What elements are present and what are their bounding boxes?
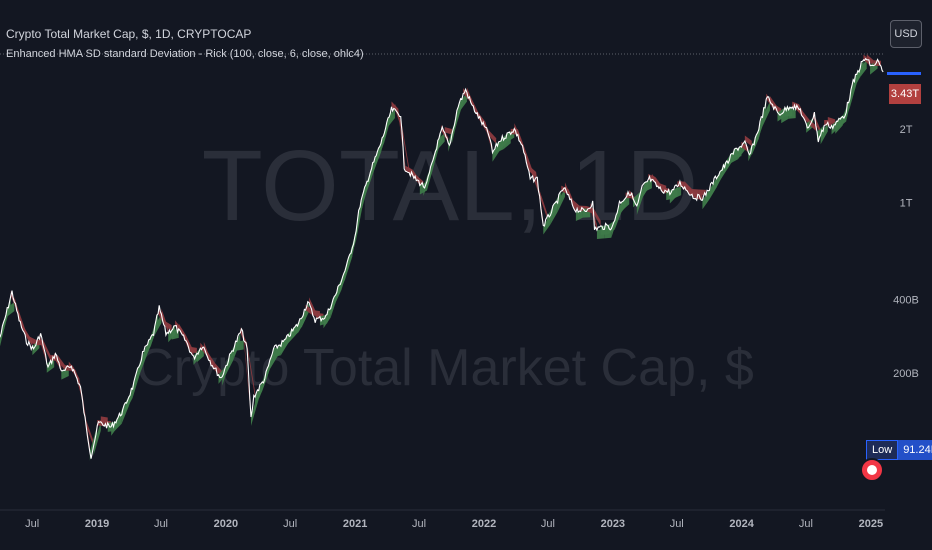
hma-band-segment <box>39 333 47 364</box>
y-tick-label: 2T <box>900 124 913 136</box>
x-axis: Jul 2019 Jul 2020 Jul 2021 Jul 2022 Jul 2023 Jul 20… <box>25 518 883 530</box>
hma-band-segment <box>644 179 652 192</box>
watermark-ticker: TOTAL, 1D <box>202 130 698 242</box>
hma-band-segment <box>387 108 395 127</box>
hma-band-segment <box>247 343 256 398</box>
price-series <box>0 57 884 459</box>
x-tick-label: 2022 <box>472 518 496 530</box>
x-tick-label: Jul <box>25 518 39 530</box>
hma-band-segment <box>762 101 770 127</box>
x-tick-label: 2019 <box>85 518 109 530</box>
hma-band-segment <box>236 340 244 351</box>
hma-band-segment <box>866 54 874 66</box>
price-line <box>0 57 884 459</box>
hma-band-segment <box>860 59 867 78</box>
hma-band-segment <box>593 208 601 226</box>
hma-band-segment <box>572 199 580 212</box>
hma-band-segment <box>164 320 172 331</box>
low-label: Low <box>866 440 899 460</box>
hma-band-segment <box>621 195 630 211</box>
hma-band-segment <box>28 336 36 346</box>
hma-band-segment <box>86 420 94 447</box>
hma-band-segment <box>89 425 98 461</box>
x-tick-label: 2020 <box>214 518 238 530</box>
hma-band-segment <box>401 124 410 173</box>
hma-band-segment <box>741 141 749 153</box>
symbol-title[interactable]: Crypto Total Market Cap, $, 1D, CRYPTOCA… <box>6 27 252 41</box>
x-tick-label: 2023 <box>601 518 625 530</box>
hma-band-segment <box>444 127 452 135</box>
price-scale-marker <box>887 72 921 75</box>
hma-band-segment <box>557 187 565 213</box>
hma-band-segment <box>688 187 696 199</box>
hma-bands <box>0 54 881 461</box>
x-tick-label: Jul <box>412 518 426 530</box>
hma-band-segment <box>57 355 66 371</box>
hma-band-segment <box>528 165 537 178</box>
hma-band-segment <box>568 189 576 212</box>
hma-band-segment <box>196 347 204 363</box>
low-badge: Low 91.24B <box>866 440 932 460</box>
hma-band-segment <box>305 304 313 316</box>
x-tick-label: 2025 <box>859 518 883 530</box>
x-tick-label: Jul <box>799 518 813 530</box>
hma-band-segment <box>154 314 162 336</box>
hma-band-segment <box>437 132 445 150</box>
hma-band-segment <box>856 59 864 84</box>
hma-band-segment <box>539 190 547 218</box>
x-tick-label: 2021 <box>343 518 367 530</box>
hma-band-segment <box>827 116 836 125</box>
x-tick-label: Jul <box>283 518 297 530</box>
y-tick-label: 400B <box>893 295 919 307</box>
currency-button[interactable]: USD <box>890 20 922 48</box>
hma-band-segment <box>43 339 51 361</box>
hma-band-segment <box>673 186 682 199</box>
flag-icon[interactable] <box>860 458 884 482</box>
y-tick-label: 200B <box>893 368 919 380</box>
hma-band-segment <box>93 421 101 456</box>
hma-band-segment <box>820 122 828 145</box>
x-tick-label: Jul <box>154 518 168 530</box>
y-tick-label: 1T <box>900 197 913 209</box>
hma-band-segment <box>233 332 241 361</box>
hma-band-segment <box>7 302 15 317</box>
hma-band-segment <box>189 346 197 354</box>
y-axis: 2T1T400B200B100B <box>893 124 919 453</box>
x-tick-label: Jul <box>670 518 684 530</box>
hma-band-segment <box>488 130 497 144</box>
hma-band-segment <box>802 111 810 126</box>
hma-band-segment <box>691 188 699 195</box>
hma-band-segment <box>788 109 796 119</box>
x-tick-label: Jul <box>541 518 555 530</box>
last-price-badge: 3.43T <box>889 84 921 104</box>
indicator-title[interactable]: Enhanced HMA SD standard Deviation - Ric… <box>6 48 364 60</box>
hma-band-segment <box>744 135 752 147</box>
hma-band-segment <box>499 133 508 151</box>
hma-band-segment <box>459 92 467 112</box>
x-tick-label: 2024 <box>729 518 754 530</box>
low-value: 91.24B <box>898 440 932 460</box>
